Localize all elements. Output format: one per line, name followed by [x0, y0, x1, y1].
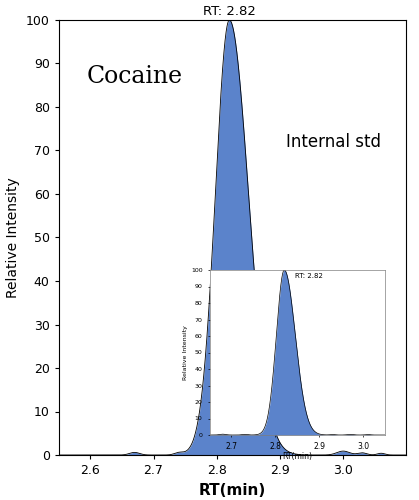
Text: RT: 2.82: RT: 2.82: [295, 274, 323, 280]
Text: Cocaine: Cocaine: [87, 65, 183, 88]
Y-axis label: Relative Intensity: Relative Intensity: [183, 325, 188, 380]
Y-axis label: Relative Intensity: Relative Intensity: [6, 177, 20, 298]
X-axis label: RT(min): RT(min): [199, 482, 266, 498]
X-axis label: RT(min): RT(min): [282, 452, 313, 462]
Text: RT: 2.82: RT: 2.82: [203, 5, 256, 18]
Text: Internal std: Internal std: [286, 133, 381, 151]
